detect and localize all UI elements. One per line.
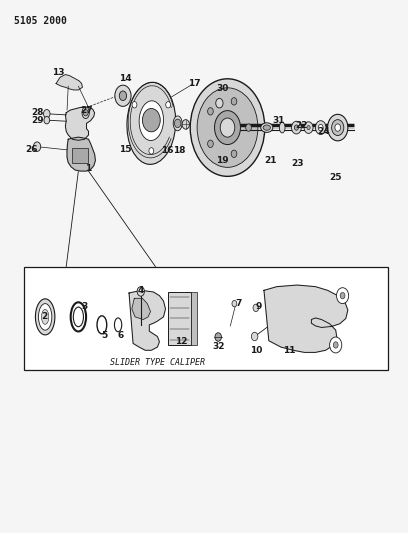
Bar <box>168 292 191 345</box>
Text: 23: 23 <box>291 159 304 167</box>
Text: 12: 12 <box>175 337 188 346</box>
Circle shape <box>253 304 259 312</box>
Circle shape <box>208 108 213 115</box>
Circle shape <box>328 114 348 141</box>
Circle shape <box>33 142 41 151</box>
Text: 21: 21 <box>265 156 277 165</box>
Circle shape <box>318 124 323 131</box>
Circle shape <box>332 119 344 135</box>
Circle shape <box>208 140 213 148</box>
Circle shape <box>251 332 258 341</box>
Text: 5: 5 <box>102 331 108 340</box>
Circle shape <box>231 98 237 105</box>
Ellipse shape <box>82 107 89 118</box>
Circle shape <box>294 125 298 130</box>
Text: 2: 2 <box>41 312 47 321</box>
Text: 18: 18 <box>173 147 186 156</box>
Circle shape <box>215 111 240 144</box>
Bar <box>191 292 197 345</box>
Text: 14: 14 <box>119 74 131 83</box>
Text: 4: 4 <box>138 286 144 295</box>
Circle shape <box>246 124 251 131</box>
Circle shape <box>166 102 171 108</box>
Circle shape <box>216 99 223 108</box>
Ellipse shape <box>73 307 84 327</box>
Circle shape <box>307 125 310 130</box>
Circle shape <box>44 116 50 124</box>
Circle shape <box>215 333 222 341</box>
Circle shape <box>333 342 338 348</box>
Polygon shape <box>132 298 151 319</box>
Text: 30: 30 <box>216 84 228 93</box>
Polygon shape <box>129 290 166 350</box>
Circle shape <box>44 110 50 118</box>
Text: 31: 31 <box>273 116 285 125</box>
Circle shape <box>232 301 237 307</box>
Circle shape <box>337 288 349 304</box>
Ellipse shape <box>38 304 52 330</box>
Circle shape <box>142 109 160 132</box>
Circle shape <box>182 119 189 129</box>
Ellipse shape <box>127 82 176 164</box>
Polygon shape <box>56 75 82 90</box>
Text: 28: 28 <box>31 108 44 117</box>
Text: 16: 16 <box>161 147 174 156</box>
Text: 22: 22 <box>295 122 308 131</box>
Text: 17: 17 <box>188 79 200 88</box>
Text: 7: 7 <box>235 299 242 308</box>
Circle shape <box>304 122 313 133</box>
Text: 11: 11 <box>283 346 295 355</box>
Text: 26: 26 <box>26 146 38 155</box>
Ellipse shape <box>261 123 273 132</box>
Ellipse shape <box>35 299 55 335</box>
Circle shape <box>315 120 326 134</box>
Text: 6: 6 <box>118 331 124 340</box>
Text: SLIDER TYPE CALIPER: SLIDER TYPE CALIPER <box>110 358 205 367</box>
Bar <box>24 266 388 370</box>
Text: 5105 2000: 5105 2000 <box>13 16 67 26</box>
Text: 25: 25 <box>329 173 342 182</box>
Ellipse shape <box>139 101 164 141</box>
Polygon shape <box>67 137 95 171</box>
Text: 24: 24 <box>317 127 330 136</box>
Text: 1: 1 <box>85 164 92 173</box>
Circle shape <box>149 148 154 154</box>
Circle shape <box>115 85 131 107</box>
Text: 10: 10 <box>251 346 263 355</box>
Text: 3: 3 <box>81 302 88 311</box>
Polygon shape <box>65 108 95 140</box>
Circle shape <box>119 91 126 101</box>
Circle shape <box>190 79 265 176</box>
Circle shape <box>340 293 345 299</box>
Circle shape <box>137 287 144 296</box>
Ellipse shape <box>279 122 285 133</box>
Circle shape <box>83 110 88 116</box>
Text: 19: 19 <box>216 156 228 165</box>
Circle shape <box>220 118 235 137</box>
Bar <box>72 148 88 163</box>
Text: 9: 9 <box>255 302 262 311</box>
Circle shape <box>231 150 237 158</box>
Ellipse shape <box>173 116 182 131</box>
Polygon shape <box>264 285 348 352</box>
Text: 27: 27 <box>80 106 93 115</box>
Text: 32: 32 <box>212 342 224 351</box>
Text: 15: 15 <box>119 146 131 155</box>
Ellipse shape <box>42 310 49 324</box>
Circle shape <box>335 124 341 131</box>
Ellipse shape <box>263 125 271 130</box>
Circle shape <box>132 102 137 108</box>
Circle shape <box>292 121 301 134</box>
Circle shape <box>174 119 181 127</box>
Text: 29: 29 <box>31 116 44 125</box>
Text: 13: 13 <box>52 68 64 77</box>
Circle shape <box>197 88 258 167</box>
Circle shape <box>330 337 342 353</box>
